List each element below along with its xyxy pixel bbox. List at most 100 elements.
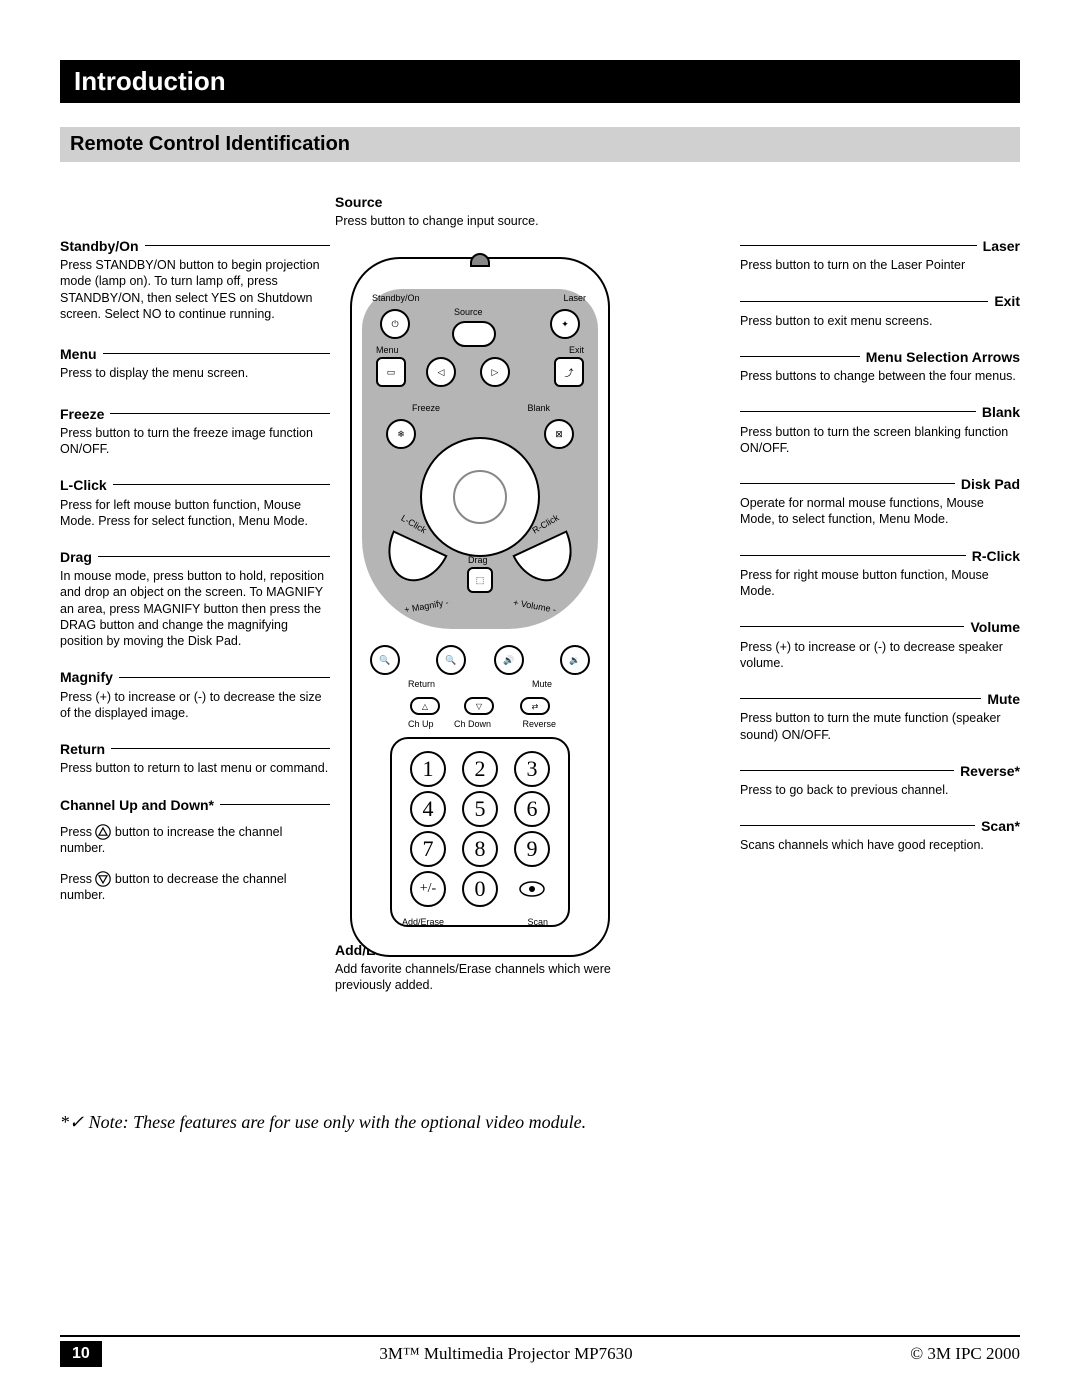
arrow-left-icon: ◁: [426, 357, 456, 387]
page-number: 10: [60, 1341, 102, 1367]
callout-desc: Press button to turn the screen blanking…: [740, 424, 1020, 457]
callout-title: Mute: [987, 689, 1020, 708]
text: Press: [60, 825, 95, 839]
remote-illustration: Standby/On ⏻ Source Laser ✦ Menu ▭ ◁ ▷ E…: [350, 257, 610, 957]
num-button: 4: [410, 791, 446, 827]
callout-title: R-Click: [972, 546, 1020, 565]
arrow-right-icon: ▷: [480, 357, 510, 387]
text: Press: [60, 872, 95, 886]
section-header: Introduction: [60, 60, 1020, 103]
callout-desc: Press button to change input source.: [335, 213, 585, 229]
callout-desc: Scans channels which have good reception…: [740, 837, 1020, 853]
callout-desc: Press for right mouse button function, M…: [740, 567, 1020, 600]
number-pad: 1 2 3 4 5 6 7 8 9 +/-: [390, 737, 570, 927]
callout-title: Menu Selection Arrows: [866, 347, 1020, 366]
right-callouts: Laser Press button to turn on the Laser …: [740, 236, 1020, 872]
callout-desc: Press button to exit menu screens.: [740, 313, 1020, 329]
callout-title: Exit: [994, 291, 1020, 310]
callout-desc: Operate for normal mouse functions, Mous…: [740, 495, 1020, 528]
callout-title: Reverse*: [960, 761, 1020, 780]
disk-pad-icon: [420, 437, 540, 557]
callout-title: Channel Up and Down*: [60, 795, 214, 814]
source-button-icon: [452, 321, 496, 347]
callout-desc: Press button to decrease the channel num…: [60, 871, 330, 904]
callout-title: Freeze: [60, 404, 104, 423]
num-button: 2: [462, 751, 498, 787]
callout-title: Blank: [982, 402, 1020, 421]
callout-desc: Press button to return to last menu or c…: [60, 760, 330, 776]
menu-button-icon: ▭: [376, 357, 406, 387]
callout-desc: Press to display the menu screen.: [60, 365, 330, 381]
footer-right: © 3M IPC 2000: [910, 1344, 1020, 1364]
callout-desc: Press for left mouse button function, Mo…: [60, 497, 330, 530]
num-button: 0: [462, 871, 498, 907]
num-button: 3: [514, 751, 550, 787]
callout-title: Source: [335, 192, 585, 211]
callout-title: L-Click: [60, 475, 107, 494]
left-callouts: Standby/On Press STANDBY/ON button to be…: [60, 236, 330, 922]
callout-desc: Press STANDBY/ON button to begin project…: [60, 257, 330, 322]
magnify-minus-icon: 🔍: [436, 645, 466, 675]
magnify-plus-icon: 🔍: [370, 645, 400, 675]
down-triangle-icon: [95, 871, 111, 887]
btn-label: Drag: [468, 555, 488, 565]
callout-desc: Press (+) to increase or (-) to decrease…: [60, 689, 330, 722]
callout-desc: Press button to turn the freeze image fu…: [60, 425, 330, 458]
callout-desc: Press button to turn the mute function (…: [740, 710, 1020, 743]
chup-button-icon: △: [410, 697, 440, 715]
callout-desc: Press buttons to change between the four…: [740, 368, 1020, 384]
num-button: +/-: [410, 871, 446, 907]
callout-desc: In mouse mode, press button to hold, rep…: [60, 568, 330, 649]
source-callout: Source Press button to change input sour…: [335, 192, 585, 247]
btn-label: Freeze: [412, 403, 440, 413]
callout-title: Drag: [60, 547, 92, 566]
callout-title: Scan*: [981, 816, 1020, 835]
callout-desc: Add favorite channels/Erase channels whi…: [335, 961, 615, 994]
freeze-button-icon: ❄: [386, 419, 416, 449]
exit-button-icon: ⤴: [554, 357, 584, 387]
btn-label: Reverse: [522, 719, 556, 729]
callout-title: Disk Pad: [961, 474, 1020, 493]
btn-label: Laser: [563, 293, 586, 303]
btn-label: Mute: [532, 679, 552, 689]
callout-desc: Press (+) to increase or (-) to decrease…: [740, 639, 1020, 672]
num-button: 8: [462, 831, 498, 867]
callout-desc: Press to go back to previous channel.: [740, 782, 1020, 798]
reverse-button-icon: ⇄: [520, 697, 550, 715]
callout-title: Laser: [983, 236, 1020, 255]
callout-title: Menu: [60, 344, 97, 363]
chdown-button-icon: ▽: [464, 697, 494, 715]
blank-button-icon: ⊠: [544, 419, 574, 449]
scan-button-icon: [514, 871, 550, 907]
callout-desc: Press button to increase the channel num…: [60, 824, 330, 857]
callout-title: Return: [60, 739, 105, 758]
callout-desc: Press button to turn on the Laser Pointe…: [740, 257, 1020, 273]
callout-title: Standby/On: [60, 236, 139, 255]
btn-label: Scan: [527, 917, 548, 927]
btn-label: Source: [454, 307, 483, 317]
btn-label: Ch Down: [454, 719, 491, 729]
volume-plus-icon: 🔊: [494, 645, 524, 675]
btn-label: Blank: [527, 403, 550, 413]
footnote: *✓ Note: These features are for use only…: [60, 1112, 1020, 1133]
num-button: 6: [514, 791, 550, 827]
num-button: 5: [462, 791, 498, 827]
laser-button-icon: ✦: [550, 309, 580, 339]
footer-center: 3M™ Multimedia Projector MP7630: [102, 1344, 910, 1364]
up-triangle-icon: [95, 824, 111, 840]
subsection-header: Remote Control Identification: [60, 127, 1020, 162]
num-button: 7: [410, 831, 446, 867]
callout-title: Volume: [970, 617, 1020, 636]
standby-button-icon: ⏻: [380, 309, 410, 339]
drag-button-icon: ⬚: [467, 567, 493, 593]
btn-label: Add/Erase: [402, 917, 444, 927]
btn-label: Standby/On: [372, 293, 420, 303]
btn-label: Menu: [376, 345, 399, 355]
btn-label: Exit: [569, 345, 584, 355]
btn-label: Ch Up: [408, 719, 434, 729]
num-button: 1: [410, 751, 446, 787]
diagram-content: Source Press button to change input sour…: [60, 192, 1020, 1092]
volume-minus-icon: 🔉: [560, 645, 590, 675]
callout-title: Magnify: [60, 667, 113, 686]
btn-label: Return: [408, 679, 435, 689]
